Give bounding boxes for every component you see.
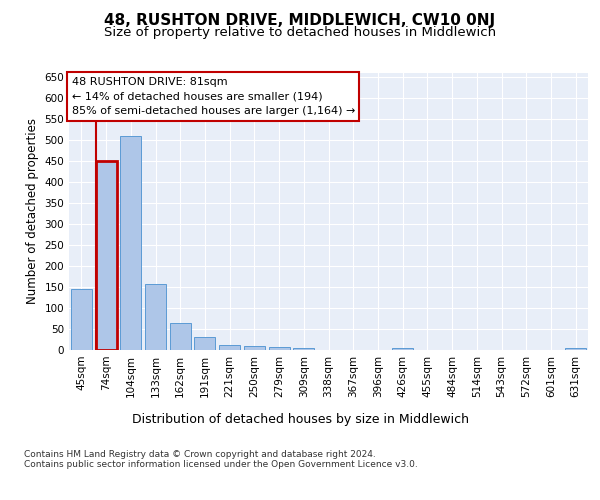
Bar xyxy=(293,348,314,350)
Bar xyxy=(170,322,191,350)
Bar xyxy=(392,348,413,350)
Y-axis label: Number of detached properties: Number of detached properties xyxy=(26,118,39,304)
Text: Contains HM Land Registry data © Crown copyright and database right 2024.
Contai: Contains HM Land Registry data © Crown c… xyxy=(24,450,418,469)
Text: Distribution of detached houses by size in Middlewich: Distribution of detached houses by size … xyxy=(131,412,469,426)
Text: Size of property relative to detached houses in Middlewich: Size of property relative to detached ho… xyxy=(104,26,496,39)
Bar xyxy=(219,344,240,350)
Bar xyxy=(120,136,141,350)
Text: 48 RUSHTON DRIVE: 81sqm
← 14% of detached houses are smaller (194)
85% of semi-d: 48 RUSHTON DRIVE: 81sqm ← 14% of detache… xyxy=(71,76,355,116)
Bar xyxy=(145,284,166,350)
Bar xyxy=(269,346,290,350)
Bar xyxy=(71,289,92,350)
Text: 48, RUSHTON DRIVE, MIDDLEWICH, CW10 0NJ: 48, RUSHTON DRIVE, MIDDLEWICH, CW10 0NJ xyxy=(104,12,496,28)
Bar xyxy=(95,161,116,350)
Bar xyxy=(565,348,586,350)
Bar xyxy=(244,346,265,350)
Bar xyxy=(194,336,215,350)
